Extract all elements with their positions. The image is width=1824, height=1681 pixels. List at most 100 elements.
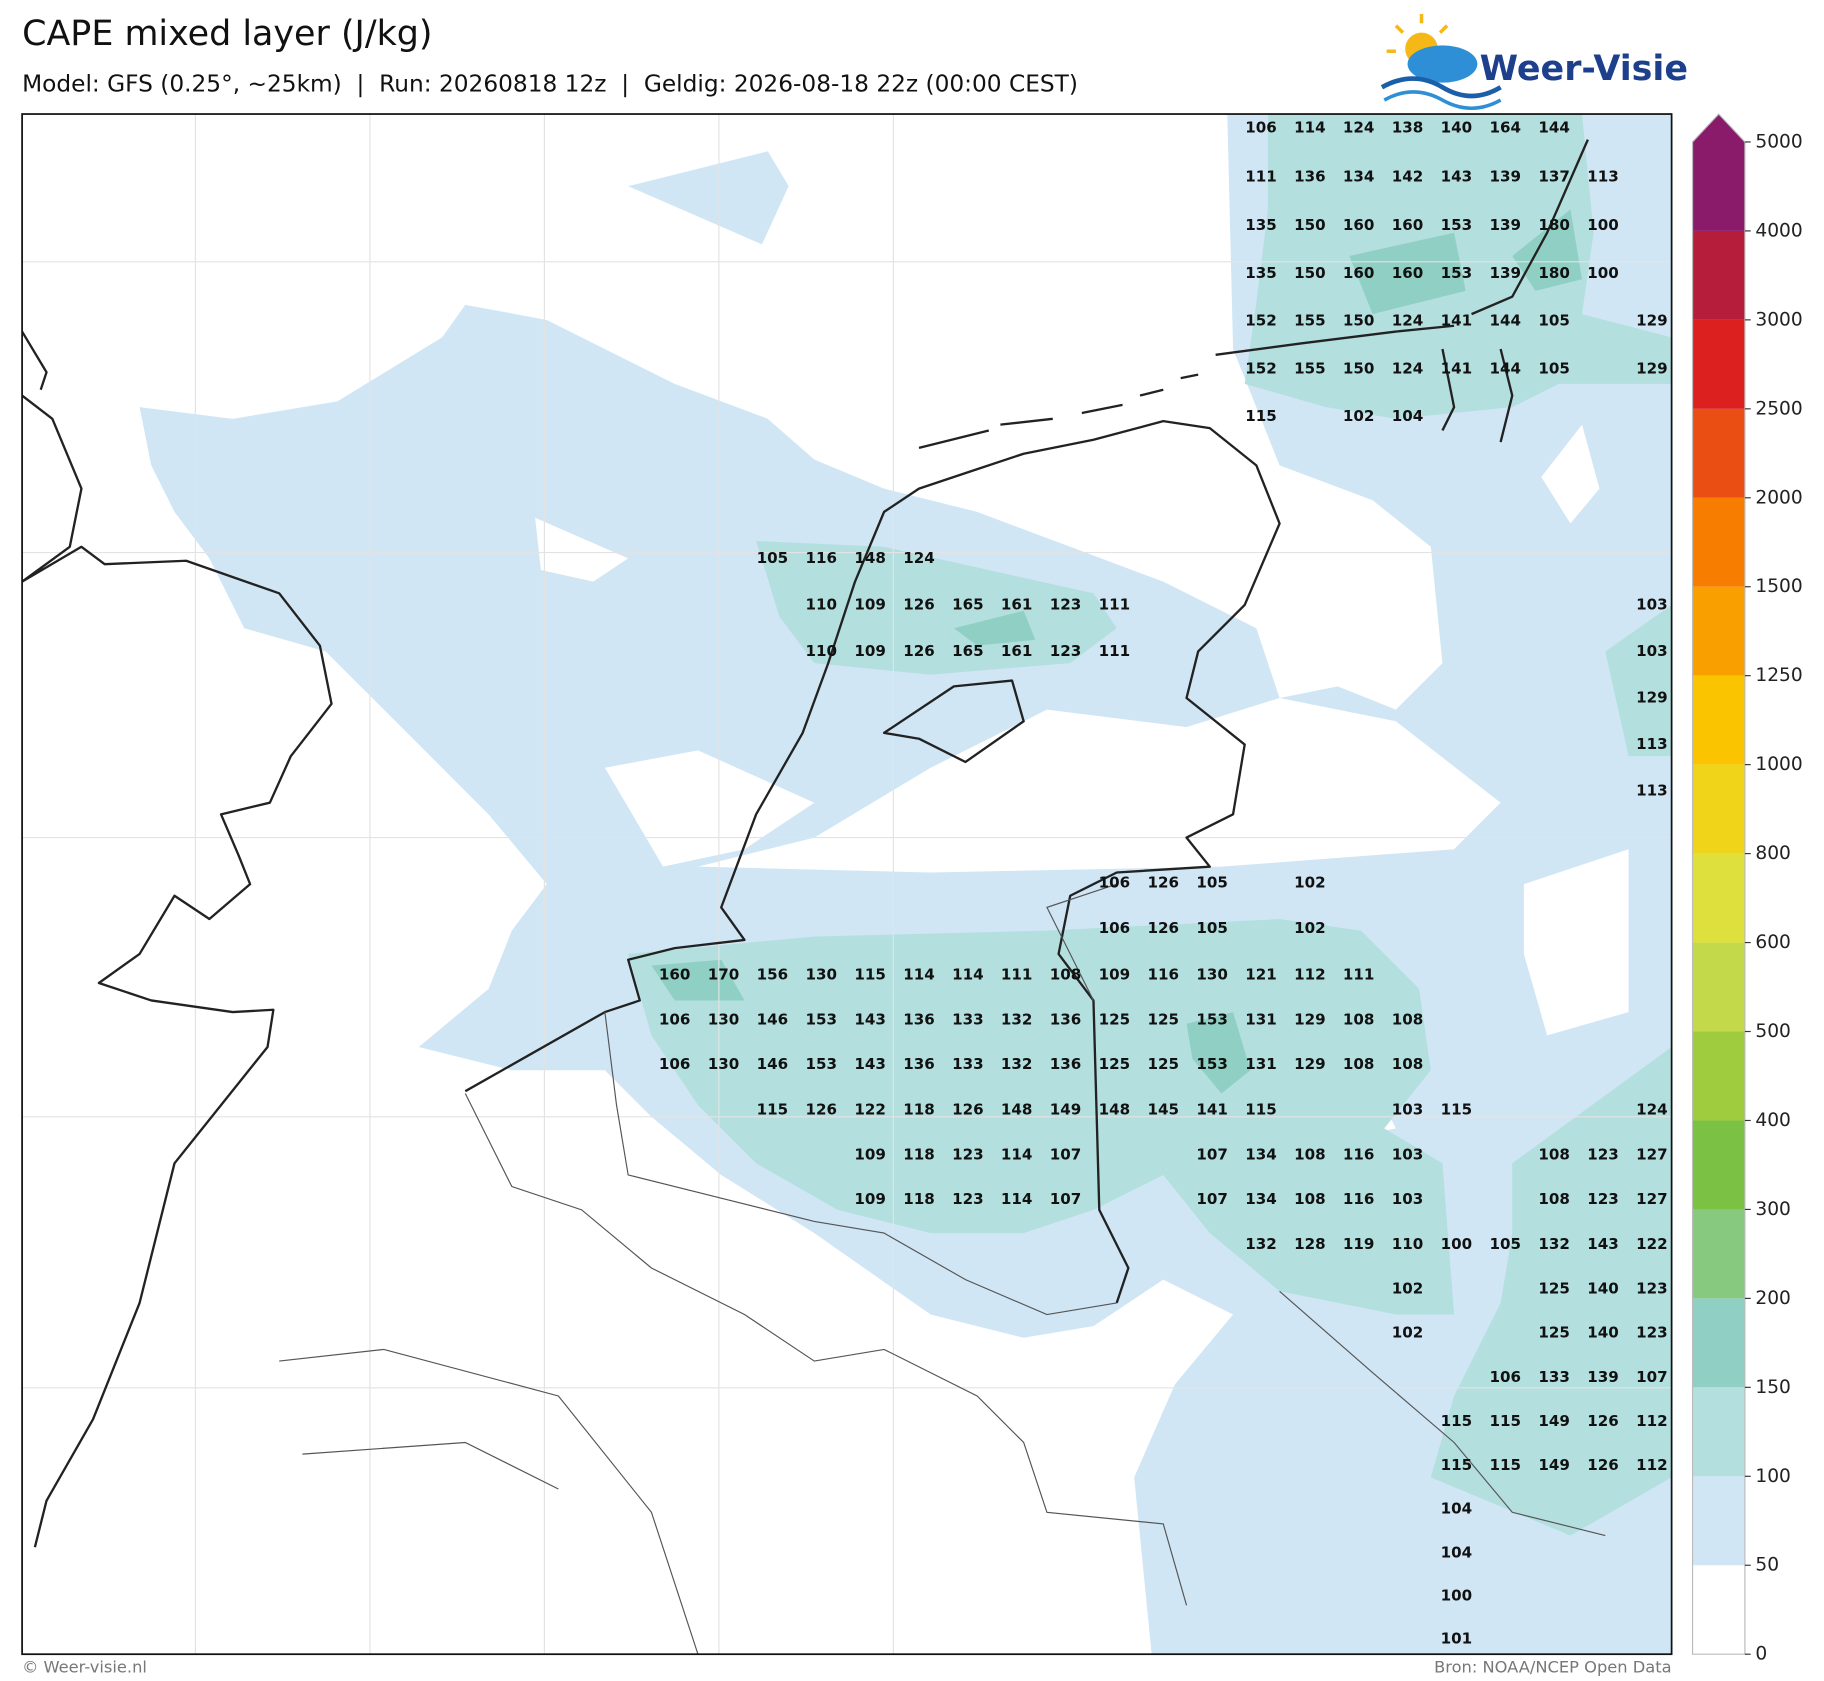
colorbar-segment xyxy=(1692,1298,1745,1388)
cape-value: 143 xyxy=(1587,1235,1619,1253)
cape-value: 150 xyxy=(1294,264,1326,282)
cape-value: 146 xyxy=(757,1011,789,1029)
cape-value: 153 xyxy=(1196,1011,1228,1029)
cape-value: 103 xyxy=(1392,1190,1424,1208)
cape-value: 112 xyxy=(1636,1456,1668,1474)
cape-value: 123 xyxy=(1050,595,1082,613)
cape-value: 115 xyxy=(1441,1456,1473,1474)
cape-value: 125 xyxy=(1538,1279,1570,1297)
cape-value: 139 xyxy=(1587,1368,1619,1386)
cape-value: 130 xyxy=(805,965,837,983)
cape-value: 160 xyxy=(1343,264,1375,282)
cape-value: 115 xyxy=(757,1100,789,1118)
cape-value: 132 xyxy=(1001,1055,1033,1073)
colorbar-segment xyxy=(1692,230,1745,320)
cape-value: 126 xyxy=(1147,873,1179,891)
cape-value: 161 xyxy=(1001,642,1033,660)
cape-value: 152 xyxy=(1245,359,1277,377)
cape-value: 126 xyxy=(805,1100,837,1118)
cape-value: 107 xyxy=(1636,1368,1668,1386)
colorbar-segment xyxy=(1692,1387,1745,1477)
cape-value: 180 xyxy=(1538,216,1570,234)
cape-value: 180 xyxy=(1538,264,1570,282)
cape-value: 110 xyxy=(1392,1235,1424,1253)
cape-value: 129 xyxy=(1636,312,1668,330)
cape-value: 165 xyxy=(952,595,984,613)
colorbar-extend xyxy=(1692,114,1745,142)
cape-value: 109 xyxy=(1099,965,1131,983)
cape-value: 115 xyxy=(1245,407,1277,425)
colorbar-segment xyxy=(1692,853,1745,943)
cape-value: 111 xyxy=(1245,167,1277,185)
colorbar-tick-label: 3000 xyxy=(1755,309,1802,330)
cape-value: 129 xyxy=(1636,359,1668,377)
cape-value: 131 xyxy=(1245,1055,1277,1073)
colorbar-segment xyxy=(1692,764,1745,854)
cape-value: 134 xyxy=(1343,167,1375,185)
cape-value: 148 xyxy=(854,549,886,567)
colorbar-segment xyxy=(1692,141,1745,231)
cape-value: 153 xyxy=(1441,264,1473,282)
cape-value: 100 xyxy=(1441,1587,1473,1605)
cape-value: 105 xyxy=(1489,1235,1521,1253)
cape-value: 135 xyxy=(1245,264,1277,282)
colorbar-tick-label: 400 xyxy=(1755,1110,1791,1131)
cape-value: 122 xyxy=(1636,1235,1668,1253)
cape-value: 129 xyxy=(1294,1055,1326,1073)
cape-value: 100 xyxy=(1441,1235,1473,1253)
cape-value: 136 xyxy=(903,1055,935,1073)
cape-value: 115 xyxy=(854,965,886,983)
colorbar-segment xyxy=(1692,942,1745,1032)
cape-value: 123 xyxy=(952,1190,984,1208)
cape-value: 104 xyxy=(1392,407,1424,425)
cape-value: 102 xyxy=(1294,919,1326,937)
cape-value: 125 xyxy=(1538,1324,1570,1342)
colorbar-segment xyxy=(1692,1031,1745,1121)
cape-value: 125 xyxy=(1099,1055,1131,1073)
cape-value: 126 xyxy=(1147,919,1179,937)
cape-value: 127 xyxy=(1636,1190,1668,1208)
cape-value: 140 xyxy=(1587,1279,1619,1297)
cape-value: 115 xyxy=(1489,1412,1521,1430)
cape-value: 100 xyxy=(1587,264,1619,282)
colorbar-segment xyxy=(1692,1565,1745,1655)
cape-value: 160 xyxy=(1343,216,1375,234)
cape-value: 100 xyxy=(1587,216,1619,234)
cape-value: 124 xyxy=(1392,312,1424,330)
cape-value: 143 xyxy=(854,1055,886,1073)
cape-value: 105 xyxy=(757,549,789,567)
colorbar-tick-label: 100 xyxy=(1755,1466,1791,1487)
cape-value: 136 xyxy=(1294,167,1326,185)
cape-value: 113 xyxy=(1587,167,1619,185)
cape-value: 114 xyxy=(1001,1146,1033,1164)
cape-value: 118 xyxy=(903,1146,935,1164)
cape-value: 111 xyxy=(1001,965,1033,983)
cape-value: 126 xyxy=(1587,1456,1619,1474)
cape-value: 101 xyxy=(1441,1630,1473,1648)
logo-text: Weer-Visie xyxy=(1480,49,1688,89)
cape-value: 141 xyxy=(1441,359,1473,377)
colorbar-tick-label: 200 xyxy=(1755,1288,1791,1309)
colorbar-segment xyxy=(1692,1120,1745,1210)
cape-value: 114 xyxy=(1294,119,1326,137)
cape-value: 161 xyxy=(1001,595,1033,613)
cape-value: 156 xyxy=(757,965,789,983)
cape-value: 112 xyxy=(1294,965,1326,983)
cape-value: 103 xyxy=(1636,642,1668,660)
cape-value: 149 xyxy=(1050,1100,1082,1118)
cape-value: 106 xyxy=(659,1055,691,1073)
cape-value: 148 xyxy=(1099,1100,1131,1118)
cape-value: 109 xyxy=(854,1146,886,1164)
colorbar-tick-label: 1000 xyxy=(1755,754,1802,775)
colorbar-tick-label: 2000 xyxy=(1755,487,1802,508)
colorbar-tick-label: 500 xyxy=(1755,1021,1791,1042)
cape-value: 143 xyxy=(1441,167,1473,185)
cape-value: 153 xyxy=(805,1011,837,1029)
cape-value: 142 xyxy=(1392,167,1424,185)
cape-value: 146 xyxy=(757,1055,789,1073)
colorbar-tick-label: 2500 xyxy=(1755,398,1802,419)
cape-value: 116 xyxy=(1147,965,1179,983)
cape-value: 111 xyxy=(1343,965,1375,983)
cape-value: 165 xyxy=(952,642,984,660)
